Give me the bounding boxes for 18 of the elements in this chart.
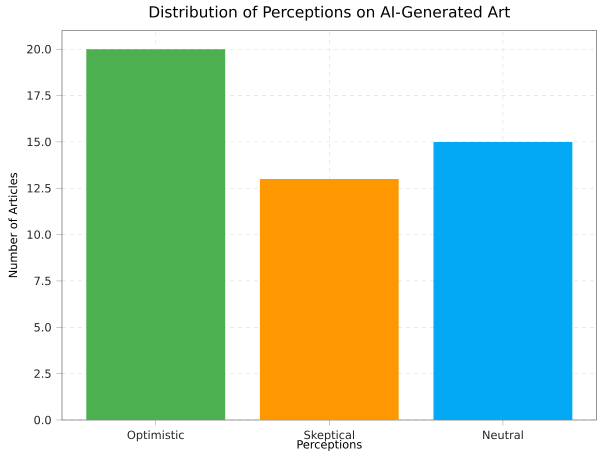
chart-title: Distribution of Perceptions on AI-Generated Art xyxy=(150,6,510,20)
y-tick-label: 20.0 xyxy=(27,44,51,54)
y-tick-label: 0.0 xyxy=(34,416,51,424)
y-tick-label: 7.5 xyxy=(34,276,51,286)
y-tick-label: 12.5 xyxy=(28,184,51,192)
y-axis-title: Number of Articles xyxy=(8,172,18,278)
bar xyxy=(86,49,226,420)
y-tick-label: 10.0 xyxy=(28,230,51,239)
y-tick-label: 2.5 xyxy=(34,369,51,378)
y-tick-label: 15.0 xyxy=(28,138,51,146)
bar xyxy=(260,178,399,420)
x-tick-label: Optimistic xyxy=(128,430,184,442)
x-tick-label: Skeptical xyxy=(304,430,354,442)
y-tick-label: 5.0 xyxy=(34,322,51,332)
bar xyxy=(433,142,572,420)
x-tick-label: Neutral xyxy=(483,430,523,440)
y-tick-label: 17.5 xyxy=(28,91,51,100)
x-axis-title: Perceptions xyxy=(298,440,362,451)
